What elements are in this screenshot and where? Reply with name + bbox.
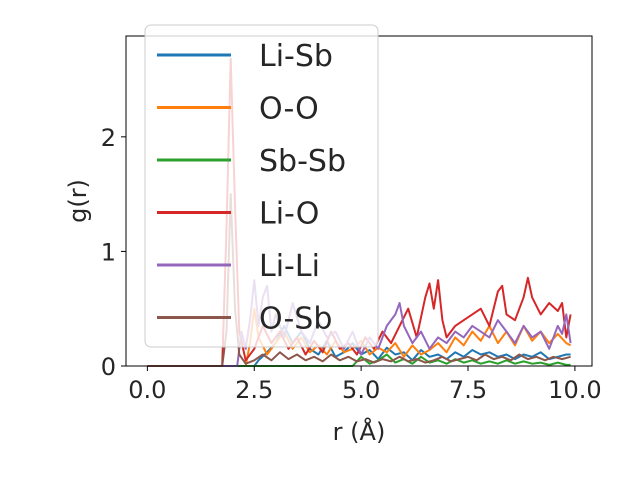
series-line-o-sb bbox=[147, 193, 571, 367]
x-tick-label: 2.5 bbox=[235, 376, 273, 404]
x-axis-label: r (Å) bbox=[333, 417, 386, 446]
y-tick-label: 2 bbox=[101, 124, 116, 152]
legend-label-o-o: O-O bbox=[259, 92, 319, 127]
legend-label-li-sb: Li-Sb bbox=[259, 39, 333, 74]
y-axis: 0 1 2 bbox=[101, 124, 126, 381]
y-axis-label: g(r) bbox=[64, 179, 92, 223]
series-line-sb-sb bbox=[147, 353, 571, 367]
y-tick-label: 1 bbox=[101, 238, 116, 266]
legend-label-o-sb: O-Sb bbox=[259, 302, 332, 337]
x-tick-label: 5.0 bbox=[342, 376, 380, 404]
x-tick-label: 7.5 bbox=[449, 376, 487, 404]
x-axis: 0.0 2.5 5.0 7.5 10.0 bbox=[128, 366, 602, 404]
y-tick-label: 0 bbox=[101, 353, 116, 381]
legend-label-li-o: Li-O bbox=[259, 197, 319, 232]
legend-label-li-li: Li-Li bbox=[259, 249, 320, 284]
x-tick-label: 10.0 bbox=[548, 376, 601, 404]
x-tick-label: 0.0 bbox=[128, 376, 166, 404]
legend: Li-Sb O-O Sb-Sb Li-O Li-Li O-Sb bbox=[144, 24, 379, 348]
legend-label-sb-sb: Sb-Sb bbox=[259, 144, 346, 179]
